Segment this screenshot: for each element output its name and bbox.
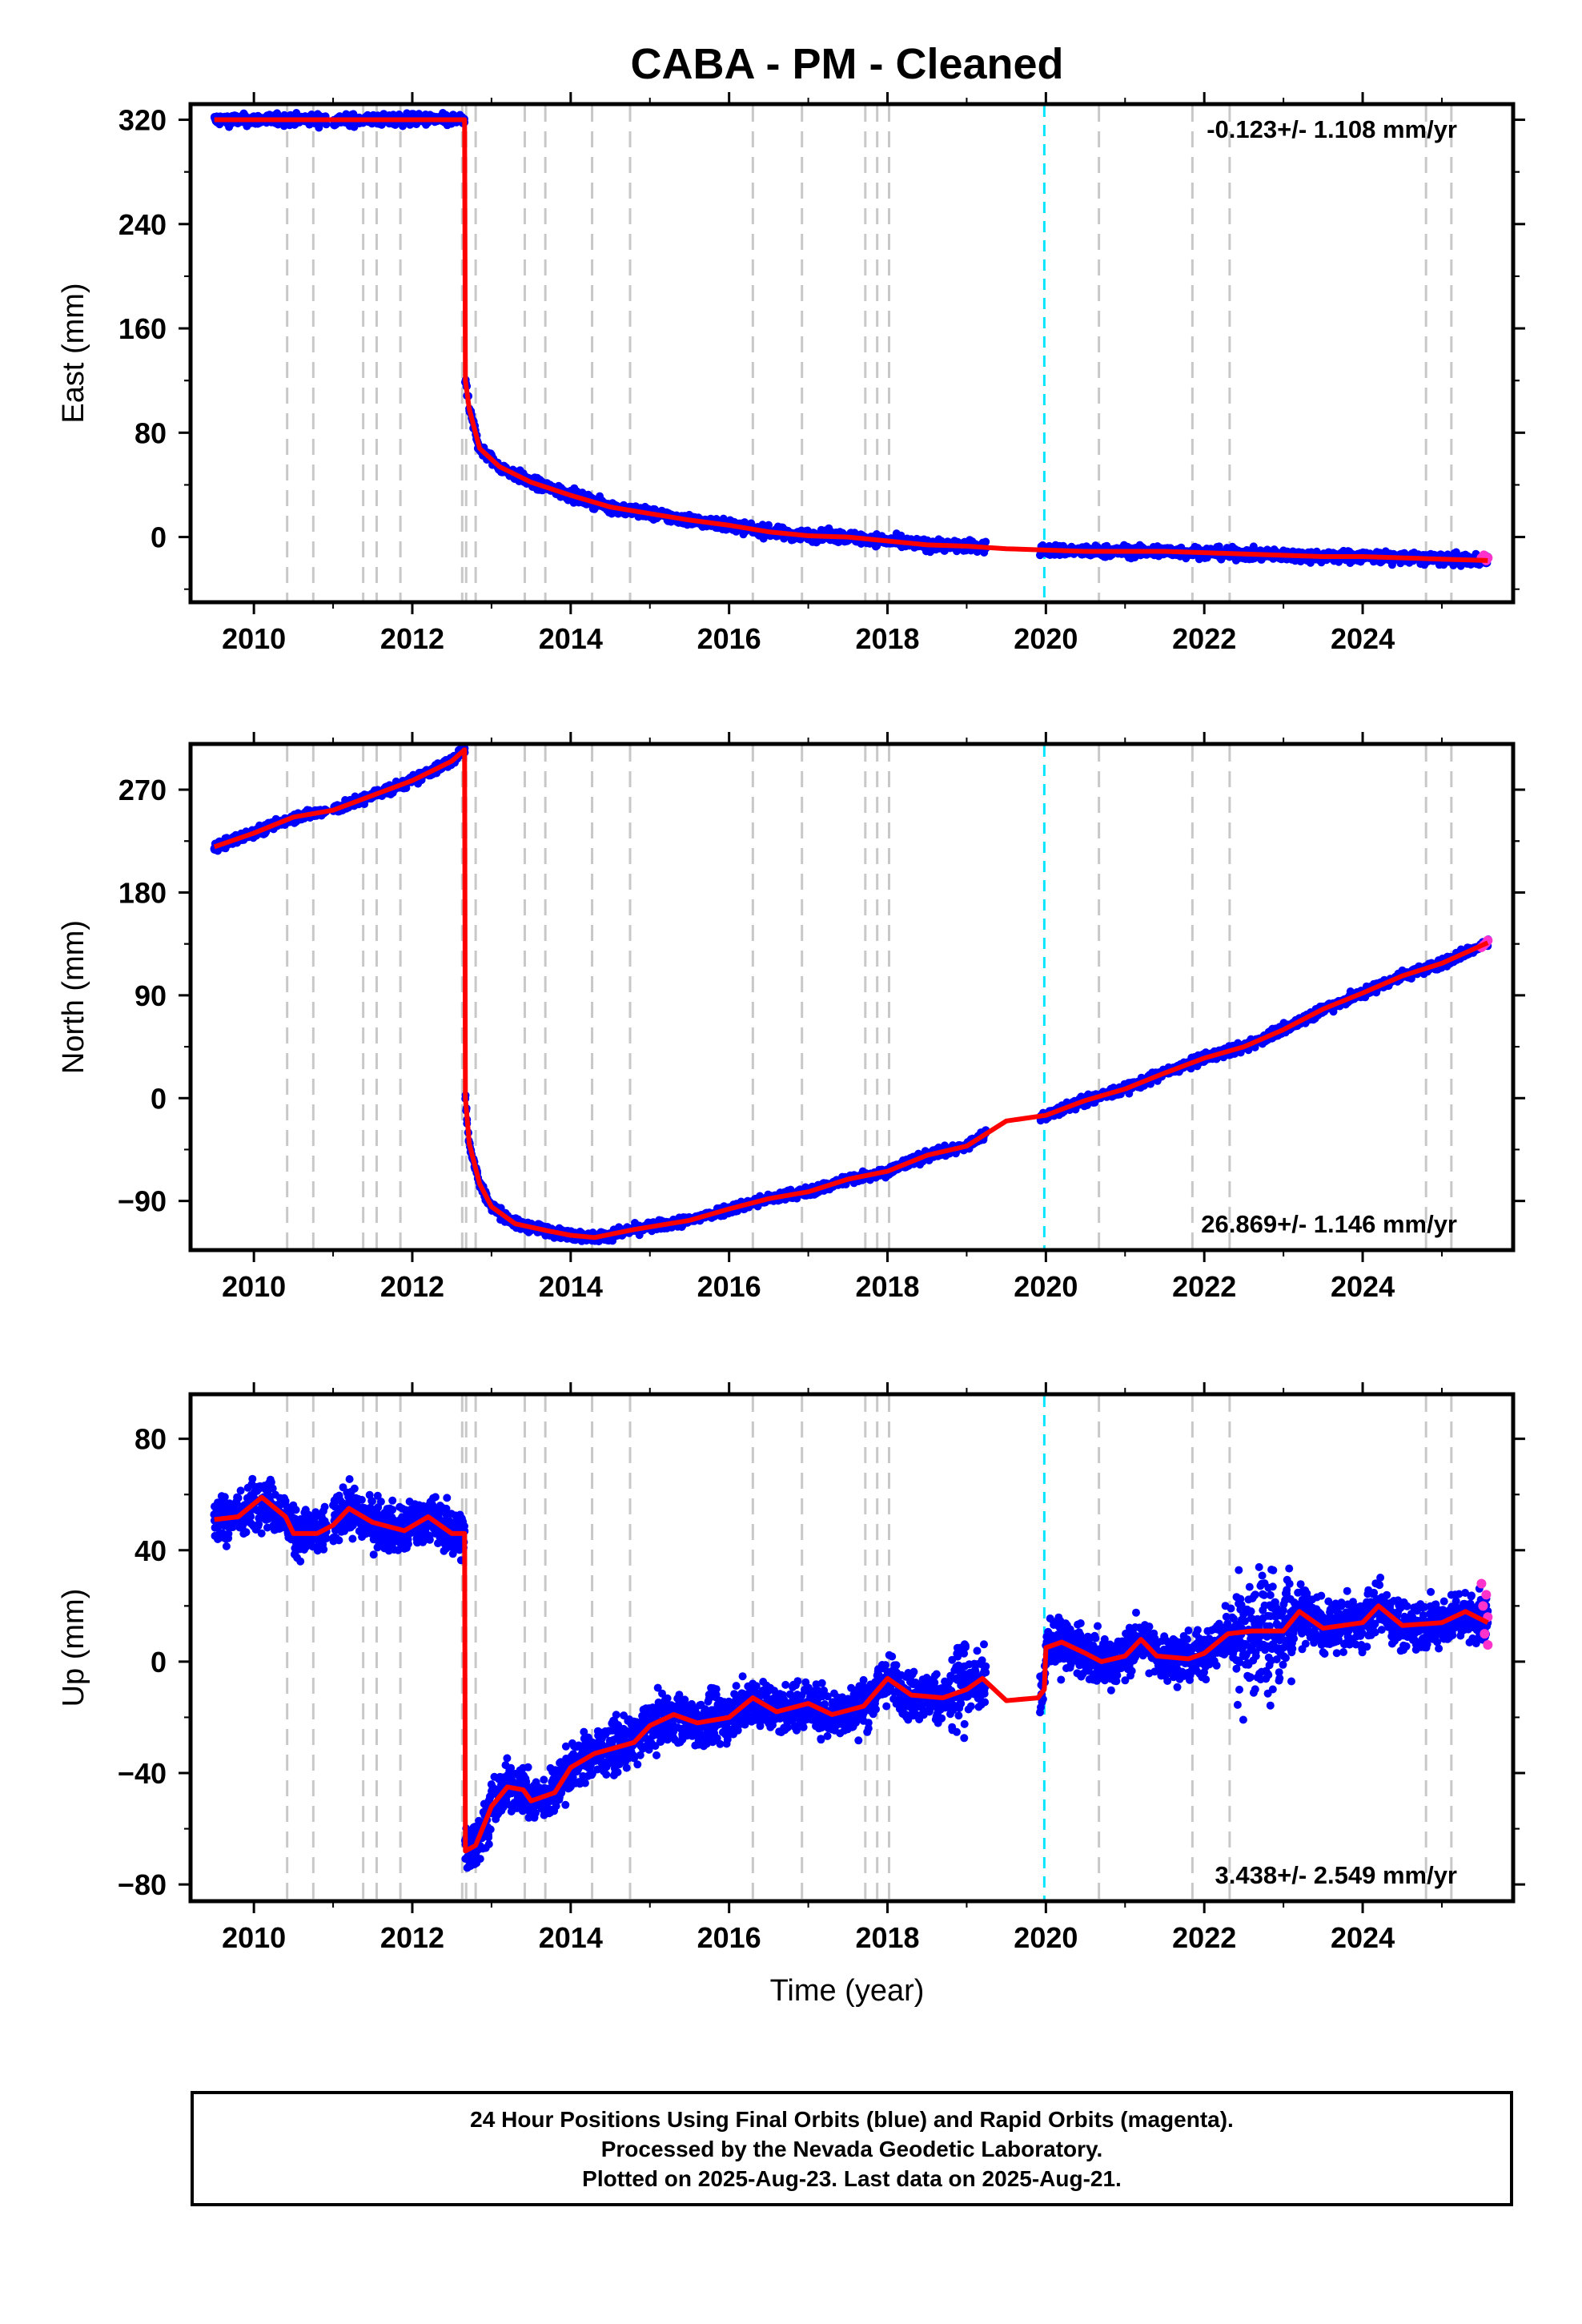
north-final-orbit-points — [210, 744, 1492, 1246]
east-rate-label: -0.123+/- 1.108 mm/yr — [1207, 115, 1457, 143]
east-y-axis-label: East (mm) — [57, 283, 90, 423]
data-point — [982, 537, 990, 546]
x-tick-label: 2012 — [380, 622, 444, 655]
chart-title: CABA - PM - Cleaned — [630, 40, 1063, 88]
east-plot-frame — [188, 102, 1516, 605]
east-final-orbit-points — [210, 109, 1492, 570]
y-tick-label: 240 — [118, 208, 167, 241]
x-tick-label: 2014 — [539, 622, 603, 655]
x-tick-label: 2020 — [1014, 622, 1078, 655]
x-tick-label: 2010 — [222, 622, 286, 655]
x-tick-label: 2022 — [1172, 622, 1236, 655]
east-model-line — [214, 117, 1488, 563]
east-panel: 2010 2012 2014 2016 2018 2020 2022 2024 0 80 160 24… — [57, 92, 1525, 655]
y-tick-label: 0 — [151, 521, 167, 554]
y-tick-label: 160 — [118, 312, 167, 345]
data-point — [765, 521, 773, 529]
data-point — [322, 120, 331, 129]
x-tick-label: 2016 — [697, 622, 761, 655]
y-tick-label: 80 — [135, 416, 167, 449]
x-tick-label: 2018 — [855, 622, 919, 655]
y-tick-label: 320 — [118, 104, 167, 137]
x-tick-label: 2024 — [1331, 622, 1395, 655]
north-panel: 2010 2012 2014 2016 2018 2020 2022 2024−9009018… — [57, 732, 1525, 1303]
